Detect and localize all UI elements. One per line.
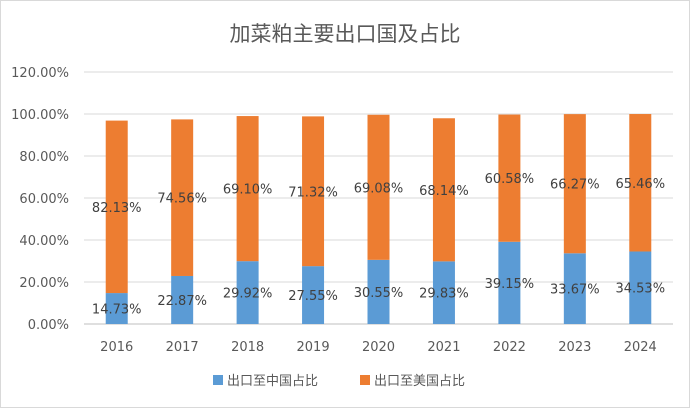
bar-china-2021	[432, 261, 455, 324]
legend-swatch-usa	[360, 375, 370, 385]
bar-usa-2017	[171, 119, 194, 276]
data-label-usa-2023: 66.27%	[550, 178, 600, 193]
data-label-usa-2020: 69.08%	[354, 181, 404, 196]
bar-china-2022	[498, 241, 521, 324]
x-tick-label-2016: 2016	[100, 340, 133, 355]
y-tick-label-6: 120.00%	[11, 66, 69, 81]
data-label-china-2021: 29.83%	[419, 287, 469, 302]
x-tick-label-2017: 2017	[166, 340, 199, 355]
bars	[105, 114, 652, 324]
data-labels: 14.73% 82.13% 22.87% 74.56% 29.92% 69.10% 27.5…	[92, 172, 665, 317]
bar-usa-2021	[432, 118, 455, 262]
bar-usa-2020	[367, 114, 390, 260]
bar-china-2020	[367, 259, 390, 324]
y-tick-label-1: 20.00%	[19, 276, 69, 291]
data-label-usa-2019: 71.32%	[288, 185, 338, 200]
bar-usa-2022	[498, 114, 521, 242]
legend: 出口至中国占比 出口至美国占比	[213, 374, 465, 389]
bar-china-2017	[171, 275, 194, 324]
data-label-usa-2022: 60.58%	[485, 172, 535, 187]
legend-swatch-china	[213, 375, 223, 385]
bar-usa-2016	[105, 120, 128, 294]
x-tick-label-2020: 2020	[362, 340, 395, 355]
data-label-china-2018: 29.92%	[223, 287, 273, 302]
data-label-usa-2018: 69.10%	[223, 183, 273, 198]
data-label-china-2022: 39.15%	[485, 277, 535, 292]
data-label-china-2016: 14.73%	[92, 303, 142, 318]
data-label-china-2023: 33.67%	[550, 283, 600, 298]
bar-china-2024	[629, 251, 652, 324]
x-tick-label-2024: 2024	[624, 340, 657, 355]
bar-china-2019	[302, 266, 325, 324]
bar-china-2023	[563, 253, 586, 324]
chart-title: 加菜粕主要出口国及占比	[230, 22, 461, 46]
y-tick-label-2: 40.00%	[19, 234, 69, 249]
data-label-usa-2017: 74.56%	[157, 192, 207, 207]
data-label-china-2019: 27.55%	[288, 289, 338, 304]
bar-usa-2023	[563, 114, 586, 254]
x-tick-label-2023: 2023	[558, 340, 591, 355]
data-label-china-2024: 34.53%	[615, 282, 665, 297]
y-axis-ticks: 0.00% 20.00% 40.00% 60.00% 80.00% 100.00% 120.…	[11, 66, 69, 333]
bar-usa-2024	[629, 114, 652, 252]
legend-label-china: 出口至中国占比	[227, 374, 318, 389]
data-label-usa-2024: 65.46%	[615, 177, 665, 192]
y-tick-label-5: 100.00%	[11, 108, 69, 123]
bar-usa-2019	[302, 116, 325, 267]
bar-china-2016	[105, 293, 128, 324]
x-tick-label-2019: 2019	[297, 340, 330, 355]
bar-china-2018	[236, 261, 259, 324]
x-tick-label-2022: 2022	[493, 340, 526, 355]
data-label-usa-2021: 68.14%	[419, 184, 469, 199]
data-label-china-2020: 30.55%	[354, 286, 404, 301]
x-tick-label-2021: 2021	[427, 340, 460, 355]
y-tick-label-4: 80.00%	[19, 150, 69, 165]
y-tick-label-3: 60.00%	[19, 192, 69, 207]
x-axis-ticks: 2016 2017 2018 2019 2020 2021 2022 2023 2024	[100, 340, 657, 355]
legend-label-usa: 出口至美国占比	[374, 374, 465, 389]
data-label-usa-2016: 82.13%	[92, 201, 142, 216]
y-tick-label-0: 0.00%	[28, 318, 69, 333]
bar-usa-2018	[236, 116, 259, 262]
data-label-china-2017: 22.87%	[157, 294, 207, 309]
x-tick-label-2018: 2018	[231, 340, 264, 355]
